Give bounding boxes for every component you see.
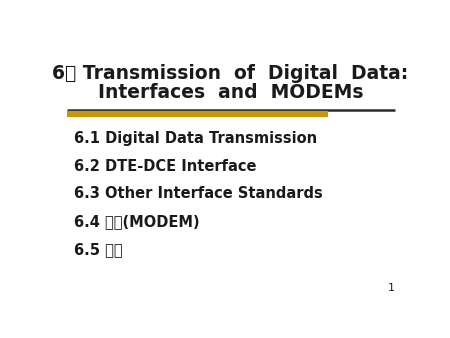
Text: 6.2 DTE-DCE Interface: 6.2 DTE-DCE Interface bbox=[74, 159, 256, 173]
Text: 6장 Transmission  of  Digital  Data:: 6장 Transmission of Digital Data: bbox=[53, 64, 409, 82]
Text: 6.5 요약: 6.5 요약 bbox=[74, 242, 122, 257]
Text: 6.3 Other Interface Standards: 6.3 Other Interface Standards bbox=[74, 186, 323, 201]
Text: 1: 1 bbox=[387, 283, 395, 293]
Text: 6.1 Digital Data Transmission: 6.1 Digital Data Transmission bbox=[74, 131, 317, 146]
Text: 6.4 모넘(MODEM): 6.4 모넘(MODEM) bbox=[74, 214, 199, 229]
Text: Interfaces  and  MODEMs: Interfaces and MODEMs bbox=[98, 83, 364, 102]
